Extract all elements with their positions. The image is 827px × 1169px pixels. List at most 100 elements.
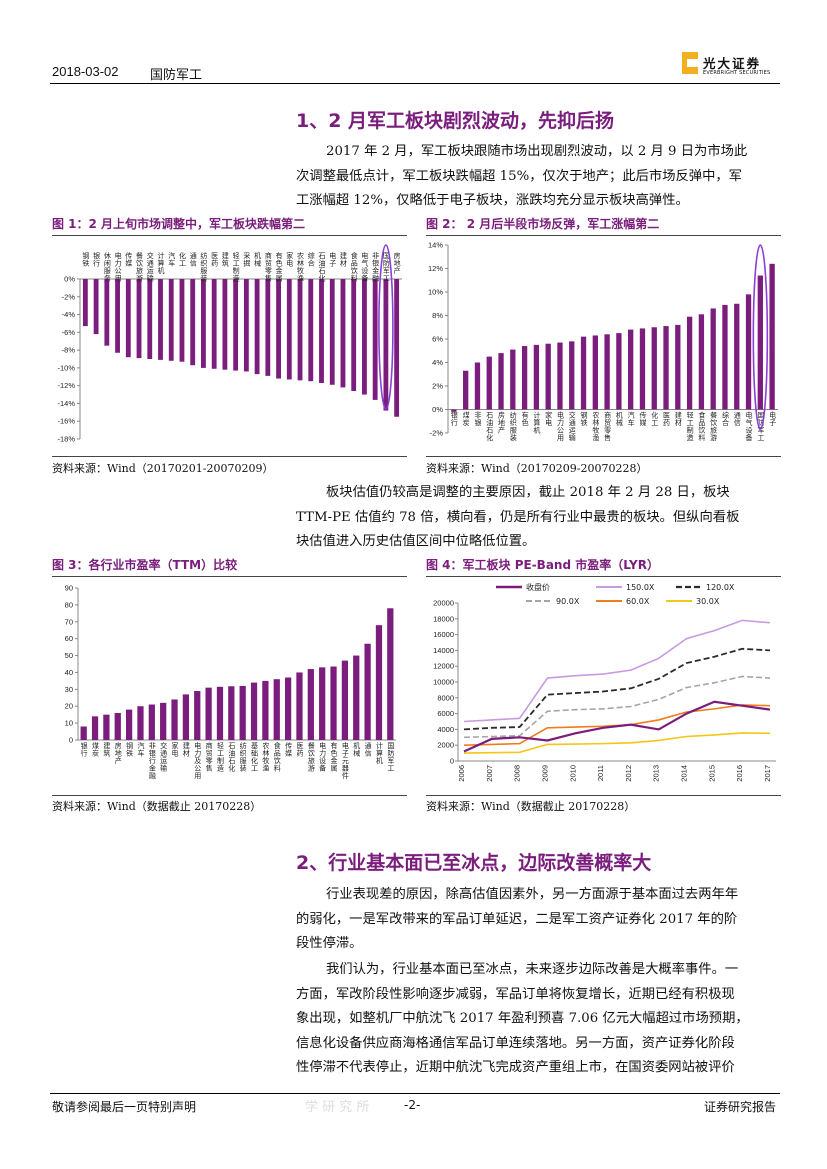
category-label: 机械	[254, 251, 261, 268]
bar-电力公用	[557, 342, 563, 410]
category-label: 轻工制造	[687, 411, 694, 443]
series-line-收盘价	[463, 700, 771, 753]
bar-家电	[286, 279, 292, 380]
bar-房地产	[394, 279, 400, 417]
section2-title: 2、行业基本面已至冰点，边际改善概率大	[296, 852, 652, 874]
fig1-bottom-rule	[52, 456, 407, 457]
y-tick-label: 30	[65, 685, 73, 694]
bar-医药	[663, 326, 669, 410]
y-tick-label: 14000	[433, 646, 454, 655]
footer-disclaimer: 敬请参阅最后一页特别声明	[52, 1100, 197, 1114]
category-label: 银行	[81, 741, 88, 758]
category-label: 纺织服装	[200, 251, 207, 283]
y-tick-label: 14%	[428, 241, 443, 250]
category-label: 汽车	[137, 741, 144, 758]
bar-建材	[182, 694, 190, 740]
series-line-60.0X	[463, 704, 771, 746]
bar-钢铁	[125, 709, 133, 740]
bar-非银	[474, 362, 481, 410]
category-label: 房地产	[394, 251, 401, 275]
y-tick-label: 10000	[433, 678, 454, 687]
y-tick-label: 60	[65, 634, 73, 643]
fig3-rule	[52, 576, 407, 577]
bar-房地产	[498, 353, 504, 410]
bar-机械	[254, 279, 260, 375]
category-label: 银行	[93, 251, 100, 268]
bar-综合	[722, 304, 728, 410]
y-tick-label: 6000	[437, 709, 454, 718]
y-tick-label: 20	[65, 702, 73, 711]
fig3-title: 图 3：各行业市盈率（TTM）比较	[52, 558, 238, 572]
brand-logo: 光大证券 EVERBRIGHT SECURITIES	[682, 48, 782, 82]
fig2-rule	[426, 235, 781, 236]
logo-mark-icon	[682, 52, 698, 74]
bar-食品饮料	[351, 279, 357, 391]
y-tick-label: 16000	[433, 630, 454, 639]
legend-label: 60.0X	[626, 597, 650, 606]
category-label: 非银	[474, 411, 481, 428]
y-tick-label: -14%	[57, 399, 75, 408]
category-label: 食品饮料	[274, 741, 281, 773]
y-tick-label: 12%	[428, 264, 443, 273]
y-tick-label: -10%	[57, 363, 75, 372]
fig4-rule	[426, 576, 781, 577]
y-tick-label: -16%	[57, 417, 75, 426]
category-label: 房地产	[115, 741, 122, 765]
bar-计算机	[533, 344, 540, 410]
bar-化工	[179, 279, 185, 362]
category-label: 农林牧渔	[592, 411, 599, 443]
category-label: 餐饮旅游	[136, 251, 143, 283]
category-label: 农林牧渔	[297, 251, 304, 283]
bar-轻工制造	[233, 279, 239, 371]
category-label: 商贸零售	[604, 411, 611, 443]
fig2-source: 资料来源：Wind（20170209-20070228）	[426, 462, 648, 475]
y-tick-label: 0%	[64, 275, 75, 284]
fig3-source: 资料来源：Wind（数据截止 20170228）	[52, 800, 262, 813]
bar-石油石化	[319, 279, 324, 383]
category-label: 电子元器件	[342, 741, 349, 780]
category-label: 食品饮料	[698, 411, 705, 443]
highlight-ellipse	[378, 244, 394, 410]
category-label: 电力设备	[319, 741, 326, 773]
category-label: 汽车	[168, 251, 175, 268]
bar-计算机	[158, 279, 163, 360]
bar-交通运输	[569, 341, 575, 410]
category-label: 餐饮旅游	[308, 741, 315, 773]
bar-交通运输	[147, 279, 153, 359]
bar-国防军工	[387, 608, 394, 740]
fig4-chart: 0 2000 4000 6000 8000 10000 12000 14000 16000 180…	[433, 582, 776, 782]
y-tick-label: -2%	[62, 292, 76, 301]
bar-综合	[308, 279, 314, 382]
bar-电力设备	[319, 667, 326, 740]
series-line-30.0X	[463, 732, 771, 754]
bar-钢铁	[580, 336, 587, 410]
y-tick-label: 2000	[437, 741, 454, 750]
y-tick-label: 20000	[433, 599, 454, 608]
y-tick-label: -4%	[62, 310, 76, 319]
bar-建筑	[222, 279, 228, 370]
category-label: 国防军工	[757, 412, 764, 443]
section1-title: 1、2 月军工板块剧烈波动，先抑后扬	[296, 110, 615, 132]
bar-建材	[675, 324, 681, 410]
category-label: 家电	[286, 251, 293, 268]
bar-农林牧渔	[592, 335, 598, 410]
bar-国防军工	[757, 275, 763, 410]
category-label: 基础化工	[251, 741, 258, 773]
category-label: 商贸零售	[206, 741, 213, 773]
bar-家电	[171, 699, 178, 740]
bar-电气设备	[362, 279, 367, 395]
y-tick-label: 8000	[437, 693, 454, 702]
bar-家电	[545, 343, 551, 410]
category-label: 建材	[183, 741, 190, 758]
y-tick-label: -6%	[62, 328, 76, 337]
bar-农林牧渔	[262, 680, 269, 740]
y-tick-label: -8%	[62, 346, 76, 355]
bar-交通运输	[160, 702, 167, 740]
bar-机械	[353, 655, 360, 740]
category-label: 医药	[296, 742, 303, 758]
category-label: 综合	[308, 251, 315, 268]
fig4-title: 图 4：军工板块 PE-Band 市盈率（LYR）	[426, 558, 659, 572]
bar-轻工制造	[686, 316, 693, 410]
category-label: 纺织服装	[510, 411, 517, 443]
bar-非银行金融	[148, 704, 155, 740]
